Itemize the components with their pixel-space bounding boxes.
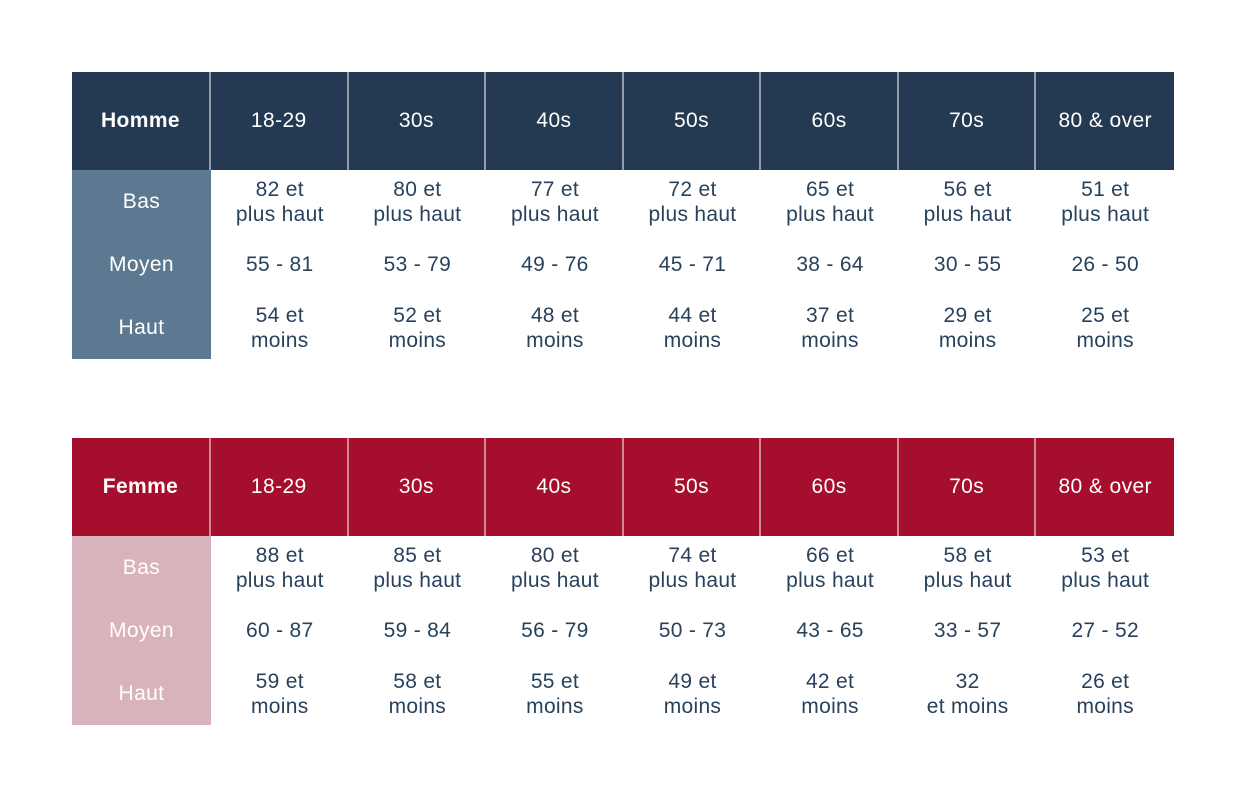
- data-cell: 43 - 65: [761, 599, 899, 662]
- data-cell: 52 et moins: [348, 296, 487, 359]
- data-cell: 77 et plus haut: [486, 170, 624, 233]
- row-label: Haut: [72, 662, 211, 725]
- data-cell: 80 et plus haut: [348, 170, 487, 233]
- data-cell: 56 et plus haut: [898, 170, 1037, 233]
- data-cell: 49 - 76: [486, 233, 624, 296]
- data-cell: 50 - 73: [623, 599, 762, 662]
- data-cell: 72 et plus haut: [623, 170, 762, 233]
- age-header: 40s: [486, 72, 624, 170]
- data-cell: 58 et plus haut: [898, 536, 1037, 599]
- data-cell: 53 et plus haut: [1036, 536, 1174, 599]
- data-cell: 42 et moins: [761, 662, 899, 725]
- data-cell: 58 et moins: [348, 662, 487, 725]
- age-header: 60s: [761, 438, 899, 536]
- homme-table: Homme 18-29 30s 40s 50s 60s 70s 80 & over Bas 82 …: [72, 72, 1174, 359]
- data-cell: 74 et plus haut: [623, 536, 762, 599]
- table-title: Homme: [72, 72, 211, 170]
- age-header: 30s: [348, 72, 487, 170]
- row-label: Haut: [72, 296, 211, 359]
- data-cell: 44 et moins: [623, 296, 762, 359]
- data-cell: 29 et moins: [898, 296, 1037, 359]
- data-cell: 55 et moins: [486, 662, 624, 725]
- age-header: 70s: [898, 72, 1037, 170]
- age-header: 50s: [623, 438, 762, 536]
- row-label: Bas: [72, 170, 211, 233]
- data-cell: 27 - 52: [1036, 599, 1174, 662]
- row-label: Moyen: [72, 233, 211, 296]
- data-cell: 59 - 84: [348, 599, 487, 662]
- data-cell: 30 - 55: [898, 233, 1037, 296]
- age-header: 40s: [486, 438, 624, 536]
- data-cell: 51 et plus haut: [1036, 170, 1174, 233]
- data-cell: 85 et plus haut: [348, 536, 487, 599]
- data-cell: 26 - 50: [1036, 233, 1174, 296]
- age-header: 18-29: [211, 438, 349, 536]
- data-cell: 53 - 79: [348, 233, 487, 296]
- age-header: 70s: [898, 438, 1037, 536]
- data-cell: 48 et moins: [486, 296, 624, 359]
- age-header: 30s: [348, 438, 487, 536]
- data-cell: 88 et plus haut: [211, 536, 349, 599]
- data-cell: 38 - 64: [761, 233, 899, 296]
- data-cell: 55 - 81: [211, 233, 349, 296]
- data-cell: 80 et plus haut: [486, 536, 624, 599]
- row-label: Bas: [72, 536, 211, 599]
- data-cell: 60 - 87: [211, 599, 349, 662]
- femme-table: Femme 18-29 30s 40s 50s 60s 70s 80 & over Bas 88 …: [72, 438, 1174, 725]
- age-header: 80 & over: [1036, 438, 1174, 536]
- data-cell: 32 et moins: [898, 662, 1037, 725]
- age-header: 50s: [623, 72, 762, 170]
- data-cell: 25 et moins: [1036, 296, 1174, 359]
- data-cell: 82 et plus haut: [211, 170, 349, 233]
- age-header: 60s: [761, 72, 899, 170]
- table-title: Femme: [72, 438, 211, 536]
- data-cell: 56 - 79: [486, 599, 624, 662]
- age-header: 80 & over: [1036, 72, 1174, 170]
- data-cell: 45 - 71: [623, 233, 762, 296]
- data-cell: 26 et moins: [1036, 662, 1174, 725]
- row-label: Moyen: [72, 599, 211, 662]
- data-cell: 59 et moins: [211, 662, 349, 725]
- data-cell: 65 et plus haut: [761, 170, 899, 233]
- data-cell: 66 et plus haut: [761, 536, 899, 599]
- age-header: 18-29: [211, 72, 349, 170]
- data-cell: 33 - 57: [898, 599, 1037, 662]
- data-cell: 37 et moins: [761, 296, 899, 359]
- data-cell: 49 et moins: [623, 662, 762, 725]
- data-cell: 54 et moins: [211, 296, 349, 359]
